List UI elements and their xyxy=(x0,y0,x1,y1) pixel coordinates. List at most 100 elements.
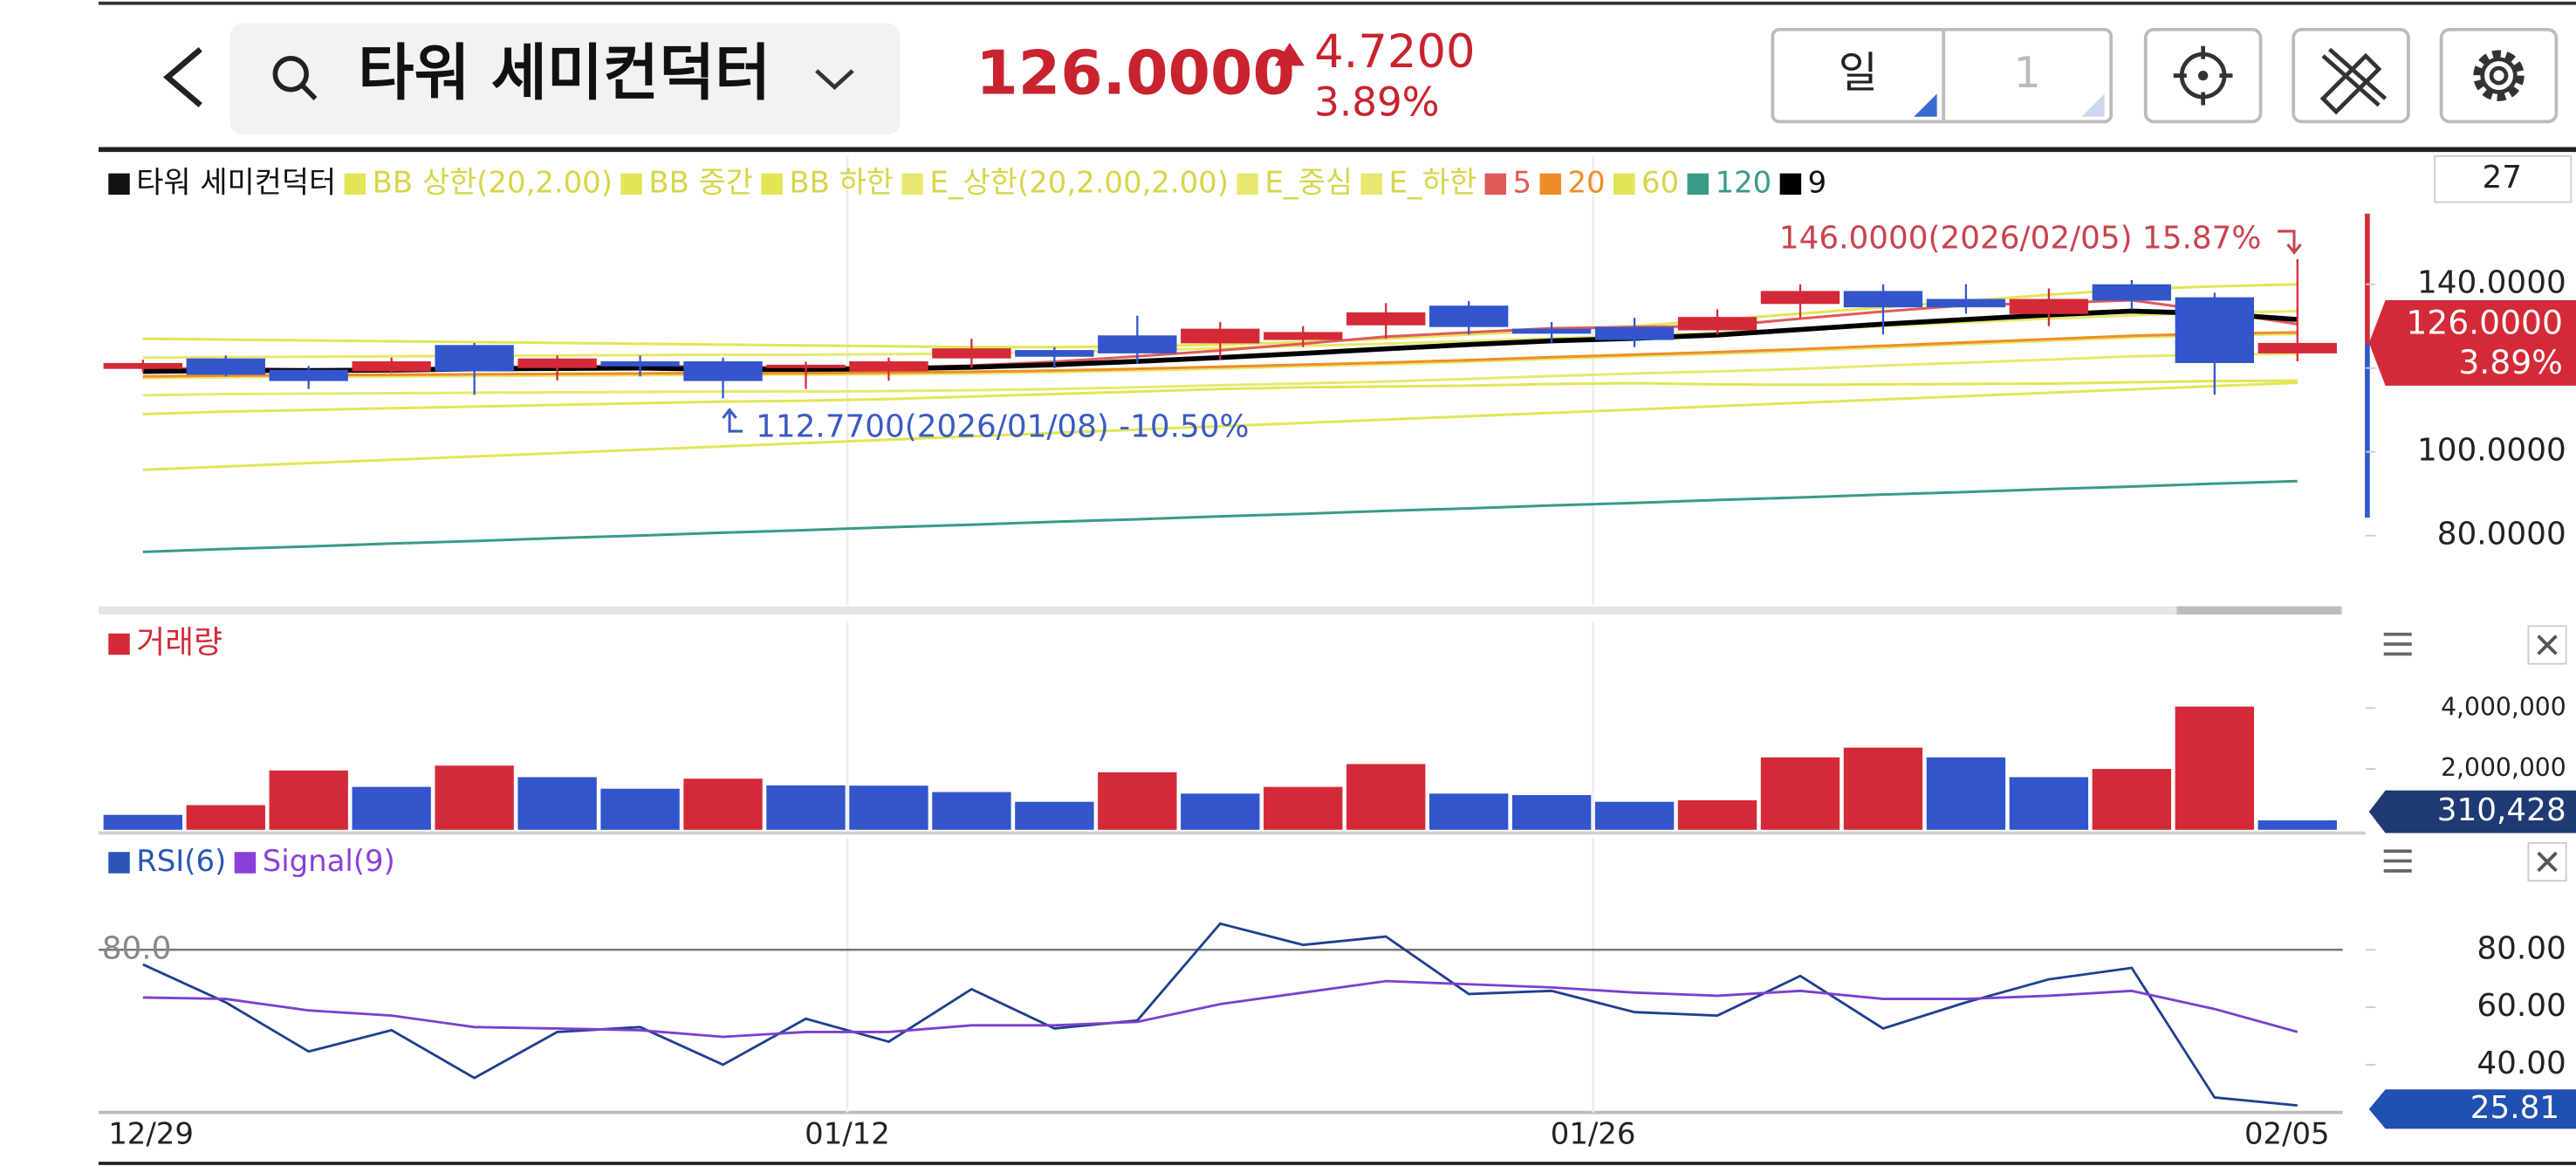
legend-label: E_중심 xyxy=(1264,165,1353,199)
legend-swatch xyxy=(108,633,130,655)
up-triangle xyxy=(1274,42,1305,66)
volume-bar xyxy=(1843,747,1923,830)
legend-swatch xyxy=(1613,173,1635,195)
volume-bar xyxy=(517,777,597,830)
volume-bar xyxy=(1677,799,1757,830)
candle-body xyxy=(766,364,846,368)
volume-bar xyxy=(1926,757,2006,830)
volume-bar xyxy=(435,765,514,830)
visible-count: 27 xyxy=(2483,160,2523,195)
y-tick-label: 140.0000 xyxy=(2417,265,2566,301)
legend-swatch xyxy=(1484,173,1507,195)
volume-bar xyxy=(1098,772,1177,830)
legend-swatch xyxy=(620,173,642,195)
candle-body xyxy=(435,345,514,372)
panel-separator xyxy=(98,606,2343,615)
button-frame[interactable] xyxy=(2439,28,2559,124)
x-tick-label: 01/12 xyxy=(805,1116,890,1150)
value-tag xyxy=(2368,790,2576,833)
indicator-line xyxy=(142,379,2298,416)
legend-label: RSI(6) xyxy=(136,844,226,878)
volume-bar xyxy=(2092,769,2172,830)
period[interactable]: 일 xyxy=(1839,48,1878,98)
menu-icon[interactable] xyxy=(2383,849,2412,873)
legend-swatch xyxy=(1360,173,1382,195)
volume-bar xyxy=(1264,786,1343,830)
legend-swatch xyxy=(1779,173,1802,195)
scroll-thumb[interactable] xyxy=(2176,606,2341,615)
indicator-line xyxy=(142,331,2298,378)
volume-bar xyxy=(2175,706,2254,830)
y-tick-label: 2,000,000 xyxy=(2441,753,2566,782)
indicator-line xyxy=(142,381,2298,471)
draw-button[interactable] xyxy=(2292,28,2410,124)
icon xyxy=(2319,47,2388,115)
candle-body xyxy=(1346,312,1426,326)
candle-body xyxy=(1677,317,1757,331)
period-count[interactable]: 1 xyxy=(2014,48,2041,98)
legend-label: E_하한 xyxy=(1388,165,1476,199)
volume-bar xyxy=(2009,777,2089,830)
icon xyxy=(2473,50,2525,101)
search-box[interactable] xyxy=(230,23,901,135)
candle-body xyxy=(352,361,431,372)
y-tick-label: 80.0000 xyxy=(2437,517,2566,552)
legend-label: 9 xyxy=(1808,165,1827,199)
candle-body xyxy=(2009,298,2089,314)
volume-bar xyxy=(1594,801,1675,830)
volume-bar xyxy=(1760,757,1840,830)
legend-label: BB 하한 xyxy=(789,165,894,199)
candle-body xyxy=(1843,291,1923,308)
annotation: 146.0000(2026/02/05) 15.87% xyxy=(1779,220,2261,256)
candle-body xyxy=(1098,335,1177,353)
icon xyxy=(2173,45,2233,106)
crosshair-button[interactable] xyxy=(2143,28,2263,124)
legend-swatch xyxy=(1687,173,1709,195)
candle-body xyxy=(2175,297,2254,363)
icon xyxy=(2480,57,2518,94)
price-tag-value: 126.0000 xyxy=(2406,304,2563,342)
candle-body xyxy=(1264,332,1343,340)
candle-body xyxy=(2257,342,2337,353)
legend-label: BB 중간 xyxy=(648,165,753,199)
search-icon xyxy=(272,56,309,93)
volume-bar xyxy=(186,805,265,830)
dropdown-chevron[interactable] xyxy=(815,69,854,90)
x-tick-label: 12/29 xyxy=(108,1116,194,1150)
rsi-line xyxy=(142,979,2299,1039)
candle-body xyxy=(1428,305,1509,327)
y-tick-label: 80.00 xyxy=(2477,930,2566,966)
menu-icon[interactable] xyxy=(2383,632,2412,656)
button-frame[interactable] xyxy=(2292,28,2410,124)
price-tag xyxy=(2368,299,2576,386)
close-icon[interactable] xyxy=(2527,841,2567,882)
legend-swatch xyxy=(108,173,130,195)
candle-body xyxy=(849,361,928,372)
value-tag-label: 310,428 xyxy=(2437,792,2566,828)
annotation-arrow xyxy=(2278,230,2302,255)
search-icon-handle xyxy=(300,83,318,100)
change: 4.7200 xyxy=(1314,25,1475,79)
candle-body xyxy=(1511,328,1592,334)
legend-swatch xyxy=(234,852,257,874)
candle-body xyxy=(1926,298,2006,308)
value-tag xyxy=(2368,1089,2576,1129)
volume-bar xyxy=(1346,764,1426,830)
close-icon[interactable] xyxy=(2527,625,2567,665)
candle-body xyxy=(1760,291,1840,305)
legend-label: 타워 세미컨덕터 xyxy=(136,165,336,199)
candle-body xyxy=(103,362,182,369)
candle-body xyxy=(600,361,680,367)
y-tick-label: 100.0000 xyxy=(2417,433,2566,469)
candle-body xyxy=(269,369,348,381)
candle-body xyxy=(1181,328,1260,344)
settings-button[interactable] xyxy=(2439,28,2559,124)
reference-label: 80.0 xyxy=(102,930,172,966)
legend-swatch xyxy=(761,173,783,195)
legend-label: E_상한(20,2.00,2.00) xyxy=(929,165,1229,199)
legend-label: 120 xyxy=(1716,165,1772,199)
volume-bar xyxy=(352,786,431,830)
volume-bar xyxy=(1181,793,1260,830)
back-button[interactable] xyxy=(162,47,202,108)
